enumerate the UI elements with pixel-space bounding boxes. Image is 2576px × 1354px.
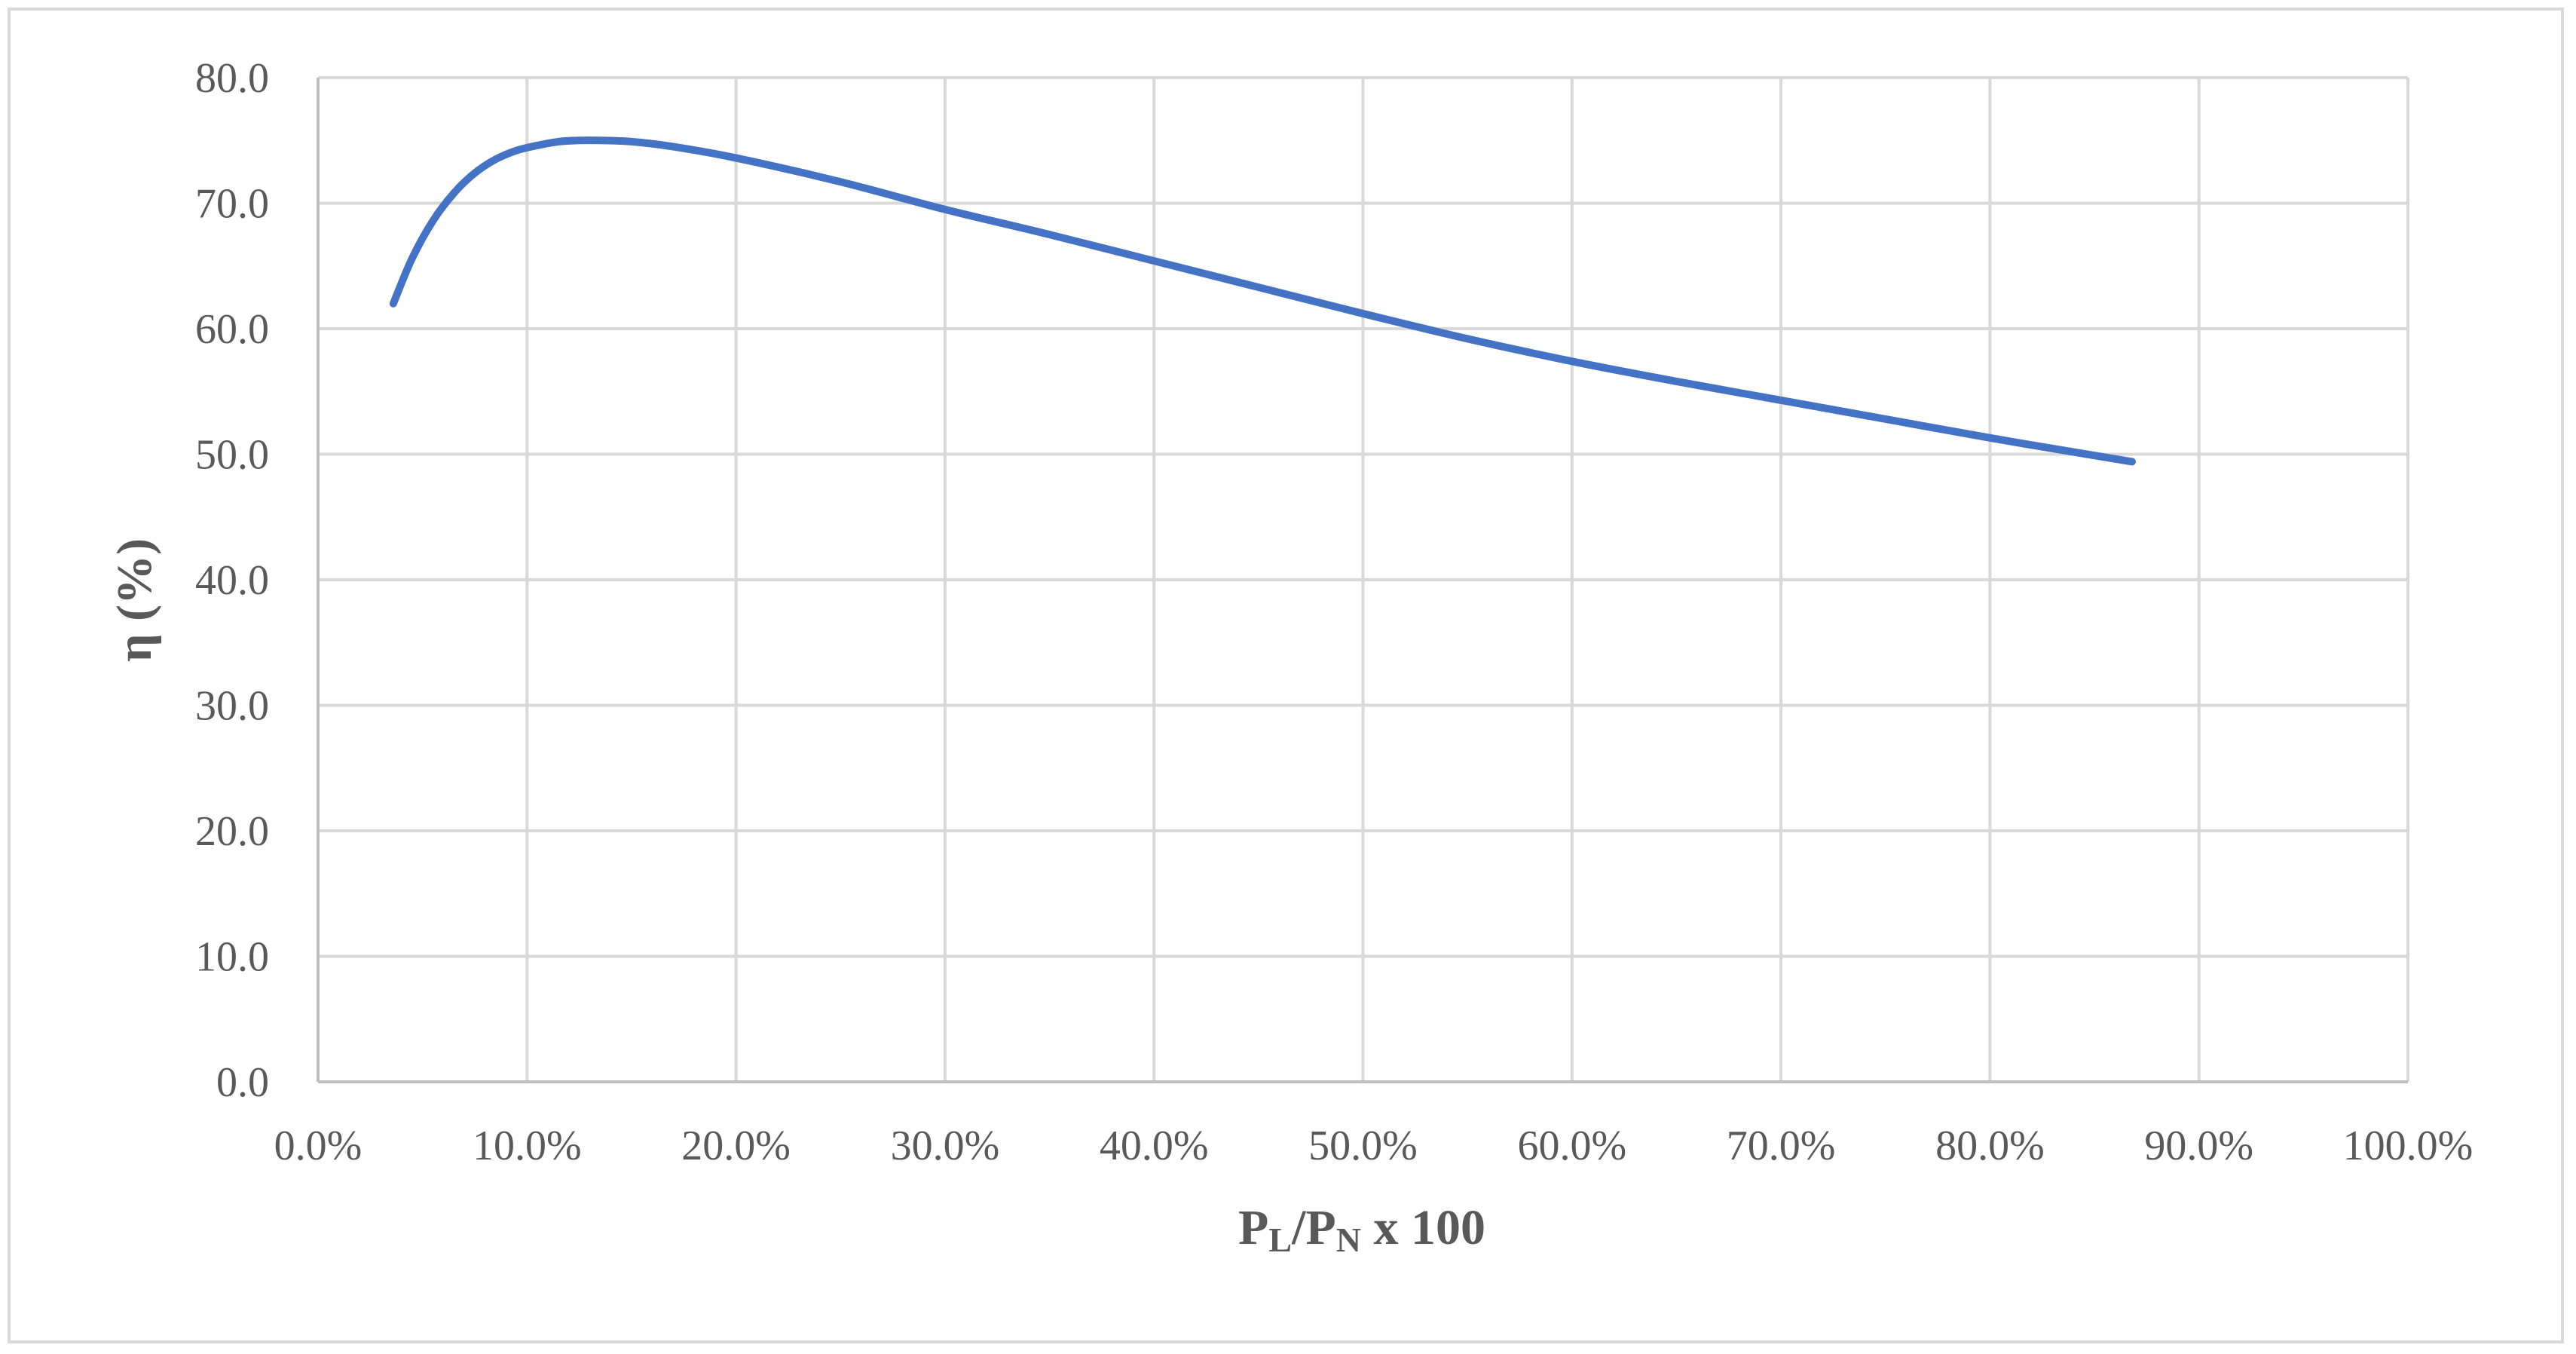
- x-tick-label: 70.0%: [1727, 1123, 1836, 1169]
- chart-frame: [8, 8, 2564, 1343]
- y-tick-label: 80.0: [195, 55, 269, 102]
- y-tick-label: 60.0: [195, 306, 269, 353]
- y-tick-label: 10.0: [195, 934, 269, 981]
- y-tick-label: 40.0: [195, 557, 269, 604]
- x-tick-labels: 0.0% 10.0% 20.0% 30.0% 40.0% 50.0% 60.0% 70.0% 8…: [274, 1123, 2474, 1169]
- x-tick-label: 50.0%: [1308, 1123, 1418, 1169]
- x-tick-label: 0.0%: [274, 1123, 363, 1169]
- x-tick-label: 100.0%: [2343, 1123, 2474, 1169]
- y-tick-labels: 0.0 10.0 20.0 30.0 40.0 50.0 60.0 70.0 80.0: [195, 55, 269, 1106]
- x-tick-label: 10.0%: [473, 1123, 582, 1169]
- x-tick-label: 40.0%: [1100, 1123, 1209, 1169]
- y-tick-label: 20.0: [195, 808, 269, 855]
- x-tick-label: 60.0%: [1517, 1123, 1626, 1169]
- x-tick-label: 30.0%: [891, 1123, 1000, 1169]
- axes: [317, 78, 2408, 1083]
- series-layer: [389, 136, 2136, 466]
- x-tick-label: 20.0%: [681, 1123, 791, 1169]
- x-axis-title: PL/PN x 100: [1238, 1200, 1485, 1259]
- x-tick-label: 90.0%: [2144, 1123, 2253, 1169]
- y-tick-label: 50.0: [195, 432, 269, 479]
- y-axis-title: η (%): [107, 538, 162, 662]
- x-tick-label: 80.0%: [1935, 1123, 2045, 1169]
- y-tick-label: 0.0: [216, 1059, 269, 1106]
- y-tick-label: 30.0: [195, 683, 269, 730]
- y-tick-label: 70.0: [195, 181, 269, 228]
- grid-lines: [318, 76, 2409, 1082]
- series-line: [389, 136, 2136, 466]
